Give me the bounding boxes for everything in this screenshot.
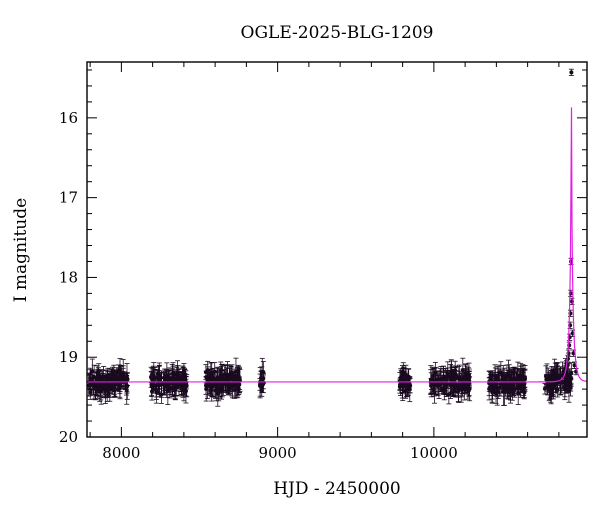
- data-point: [436, 383, 441, 388]
- data-point: [228, 382, 233, 387]
- data-point: [125, 377, 130, 382]
- data-point: [456, 383, 461, 388]
- data-point: [446, 374, 451, 379]
- data-point: [204, 386, 209, 391]
- data-point: [98, 385, 103, 390]
- data-point: [400, 380, 405, 385]
- data-point: [542, 386, 547, 391]
- data-point: [569, 70, 574, 75]
- x-axis-label: HJD - 2450000: [273, 479, 401, 499]
- data-point: [551, 377, 556, 382]
- y-tick-label: 16: [59, 109, 78, 127]
- chart-title: OGLE-2025-BLG-1209: [241, 23, 434, 43]
- data-point: [563, 382, 568, 387]
- x-tick-label: 9000: [259, 444, 297, 462]
- data-point: [219, 375, 224, 380]
- data-point: [488, 375, 493, 380]
- data-point: [555, 387, 560, 392]
- data-point: [117, 376, 122, 381]
- x-tick-label: 10000: [410, 444, 458, 462]
- plot-frame: [86, 61, 588, 438]
- data-point: [398, 384, 403, 389]
- data-point: [515, 373, 520, 378]
- data-point: [154, 387, 159, 392]
- data-point: [167, 386, 172, 391]
- data-point: [446, 392, 451, 397]
- data-point: [492, 374, 497, 379]
- data-point: [442, 387, 447, 392]
- data-point: [467, 375, 472, 380]
- data-point: [549, 390, 554, 395]
- data-point: [521, 377, 526, 382]
- data-point: [496, 376, 501, 381]
- data-point: [501, 389, 506, 394]
- data-point: [223, 377, 228, 382]
- data-point: [214, 386, 219, 391]
- data-point: [177, 377, 182, 382]
- data-point: [164, 382, 169, 387]
- data-point: [554, 377, 559, 382]
- data-point: [403, 382, 408, 387]
- plot-area: [87, 68, 587, 407]
- data-point: [460, 383, 465, 388]
- axes: 8000 9000 10000 16 17 18 19 20: [59, 61, 588, 462]
- y-tick-label: 17: [59, 189, 78, 207]
- y-axis-label: I magnitude: [11, 198, 31, 302]
- data-point: [506, 384, 511, 389]
- data-point: [157, 377, 162, 382]
- y-tick-label: 19: [59, 348, 78, 366]
- data-point: [152, 376, 157, 381]
- data-point: [557, 373, 562, 378]
- data-point: [91, 383, 96, 388]
- data-point: [490, 382, 495, 387]
- data-point: [124, 384, 129, 389]
- data-point: [234, 387, 239, 392]
- y-tick-label: 18: [59, 268, 78, 286]
- data-point: [508, 375, 513, 380]
- plot-content: [87, 68, 587, 407]
- data-point: [431, 373, 436, 378]
- data-point: [464, 378, 469, 383]
- data-point: [260, 369, 265, 374]
- data-point: [522, 390, 527, 395]
- data-point: [566, 388, 571, 393]
- data-point: [96, 369, 101, 374]
- data-point: [518, 377, 523, 382]
- data-point: [567, 378, 572, 383]
- data-point: [543, 374, 548, 379]
- data-point: [455, 389, 460, 394]
- data-point: [216, 381, 221, 386]
- data-point: [209, 386, 214, 391]
- data-point: [151, 382, 156, 387]
- data-point: [93, 386, 98, 391]
- data-point: [159, 382, 164, 387]
- data-point: [459, 387, 464, 392]
- data-point: [203, 370, 208, 375]
- data-point: [465, 385, 470, 390]
- data-point: [167, 378, 172, 383]
- data-point: [236, 369, 241, 374]
- y-tick-label: 20: [59, 428, 78, 446]
- data-point: [504, 373, 509, 378]
- data-point: [429, 383, 434, 388]
- data-point: [229, 370, 234, 375]
- x-tick-label: 8000: [102, 444, 140, 462]
- data-point: [88, 376, 93, 381]
- model-curve: [87, 107, 587, 383]
- data-point: [149, 374, 154, 379]
- data-point: [103, 384, 108, 389]
